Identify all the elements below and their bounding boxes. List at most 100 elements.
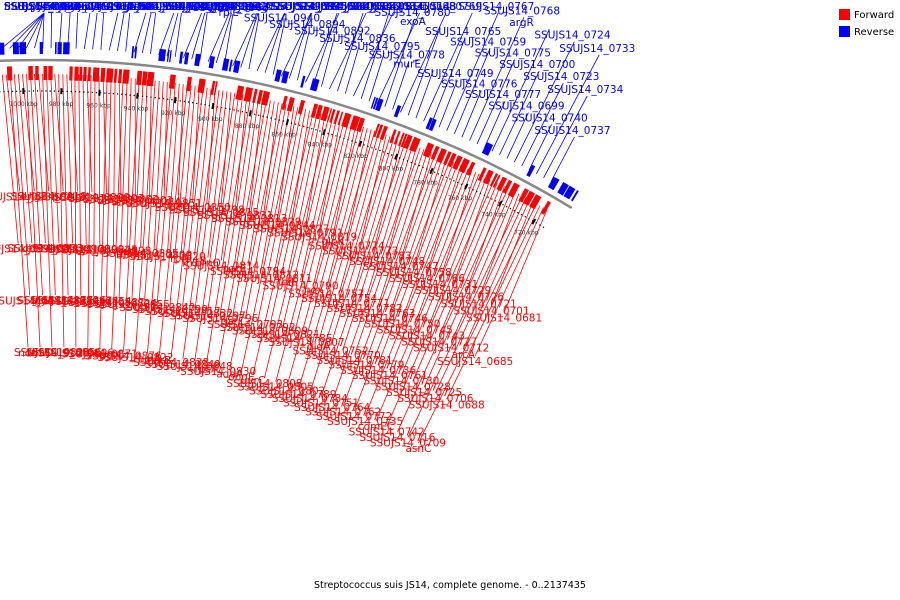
scale-minor-tick bbox=[414, 163, 416, 165]
scale-tick-mark bbox=[498, 200, 503, 207]
gene-label: SSUJS14_0925 bbox=[272, 1, 348, 13]
gene-label: SSUJS14_0820 bbox=[130, 251, 206, 263]
gene-leader-line bbox=[353, 160, 451, 412]
gene-label: SSUJS14_0874 bbox=[43, 296, 119, 308]
gene-label: prfA bbox=[52, 191, 75, 203]
gene-leader-line bbox=[158, 12, 175, 55]
gene-leader-line bbox=[99, 76, 108, 349]
gene-leader-line bbox=[38, 73, 50, 192]
gene-label: SSUJS14_0740 bbox=[512, 113, 588, 125]
gene-leader-line bbox=[131, 79, 144, 300]
forward-gene-block bbox=[337, 111, 344, 126]
forward-gene-block bbox=[168, 74, 176, 89]
scale-minor-tick bbox=[171, 99, 173, 101]
scale-minor-tick bbox=[509, 208, 512, 210]
gene-label: SSUJS14_0728 bbox=[375, 381, 451, 393]
gene-label: SSUJS14_0681 bbox=[466, 312, 542, 324]
gene-label: SSUJS14_0813 bbox=[211, 213, 287, 225]
scale-minor-tick bbox=[74, 90, 77, 93]
gene-label: SSUJS14_0808 bbox=[226, 378, 302, 390]
scale-minor-tick bbox=[187, 101, 190, 103]
gene-leader-line bbox=[346, 129, 372, 241]
reverse-gene-block bbox=[179, 51, 184, 64]
reverse-gene-block bbox=[54, 42, 57, 55]
gene-label: arcA bbox=[452, 349, 476, 361]
reverse-gene-block bbox=[274, 69, 282, 82]
gene-label: clpX bbox=[66, 191, 89, 203]
gene-label: nox bbox=[304, 285, 323, 297]
gene-label: SSUJS14_0821 bbox=[244, 329, 320, 341]
scale-minor-tick bbox=[258, 114, 260, 117]
gene-leader-line bbox=[234, 97, 259, 264]
scale-minor-tick bbox=[422, 166, 424, 168]
gene-label: carB bbox=[147, 355, 171, 367]
forward-gene-block bbox=[320, 106, 330, 122]
gene-leader-line bbox=[402, 163, 458, 319]
gene-label: SSUJS14_0782 bbox=[327, 303, 403, 315]
reverse-gene-block bbox=[131, 46, 135, 59]
reverse-gene-block bbox=[557, 182, 569, 196]
gene-label: SSUJS14_0940 bbox=[244, 13, 320, 25]
scale-minor-tick bbox=[294, 123, 297, 125]
gene-leader-line bbox=[42, 12, 45, 49]
gene-leader-line bbox=[34, 73, 46, 244]
scale-tick-label: 760 kbp bbox=[448, 195, 473, 202]
scale-minor-tick bbox=[498, 202, 500, 204]
gene-leader-line bbox=[207, 93, 240, 311]
scale-minor-tick bbox=[315, 129, 317, 131]
gene-leader-line bbox=[426, 177, 487, 331]
gene-label: SSUJS14_0811 bbox=[236, 273, 312, 285]
gene-label: glyA bbox=[31, 295, 55, 307]
scale-tick-label: 860 kbp bbox=[271, 132, 296, 139]
scale-minor-tick bbox=[539, 224, 541, 226]
scale-minor-tick bbox=[91, 91, 94, 94]
scale-minor-tick bbox=[418, 165, 420, 167]
scale-minor-tick bbox=[441, 174, 444, 177]
gene-leader-line bbox=[450, 191, 516, 343]
gene-leader-line bbox=[260, 105, 291, 270]
gene-leader-line bbox=[506, 112, 529, 159]
gene-label: SSUJS14_0748 bbox=[349, 256, 425, 268]
scale-minor-tick bbox=[398, 157, 401, 159]
forward-gene-block bbox=[458, 158, 470, 174]
gene-leader-line bbox=[153, 81, 164, 250]
gene-label: glpK bbox=[321, 236, 345, 248]
gene-leader-line bbox=[62, 74, 69, 296]
gene-label: SSUJS14_0848 bbox=[157, 361, 233, 373]
gene-leader-line bbox=[446, 12, 499, 131]
gene-leader-line bbox=[400, 152, 432, 262]
gene-label: SSUJS14_0840 bbox=[119, 302, 195, 314]
gene-label: SSUJS14_0844 bbox=[239, 220, 315, 232]
gene-leader-line bbox=[392, 61, 410, 110]
gene-label: SSUJS14_0963 bbox=[193, 2, 269, 14]
reverse-gene-block bbox=[12, 42, 19, 55]
gene-leader-line bbox=[54, 74, 64, 192]
scale-minor-tick bbox=[36, 90, 39, 92]
gene-label: sntC bbox=[134, 1, 158, 13]
forward-gene-block bbox=[373, 123, 380, 138]
gene-label: SSUJS14_0835 bbox=[353, 1, 429, 13]
gene-label: SSUJS14_0784 bbox=[272, 393, 348, 405]
scale-tick-label: 980 kbp bbox=[49, 101, 74, 108]
gene-label: SSUJS14_0769 bbox=[406, 1, 482, 13]
gene-label: potC bbox=[99, 350, 124, 362]
scale-tick-label: 720 kbp bbox=[514, 230, 539, 237]
forward-gene-block bbox=[422, 142, 435, 158]
gene-label: SSUJS14_0990 bbox=[4, 1, 80, 13]
scale-tick-mark bbox=[531, 218, 537, 225]
gene-label: SSUJS14_0793 bbox=[207, 319, 283, 331]
gene-label: SSUJS14_0766 bbox=[389, 273, 465, 285]
legend-forward-swatch bbox=[839, 9, 850, 20]
gene-leader-line bbox=[414, 170, 473, 325]
forward-gene-block bbox=[69, 66, 73, 81]
scale-minor-tick bbox=[196, 102, 198, 105]
forward-gene-block bbox=[310, 103, 319, 118]
forward-gene-block bbox=[43, 66, 48, 80]
forward-gene-block bbox=[482, 169, 494, 185]
gene-label: SSUJS14_0754 bbox=[301, 293, 377, 305]
gene-label: engB bbox=[21, 191, 48, 203]
gene-leader-line bbox=[232, 100, 271, 317]
forward-gene-block bbox=[389, 129, 397, 144]
gene-label: SSUJS14_0871 bbox=[62, 349, 138, 361]
gene-leader-line bbox=[318, 131, 380, 342]
